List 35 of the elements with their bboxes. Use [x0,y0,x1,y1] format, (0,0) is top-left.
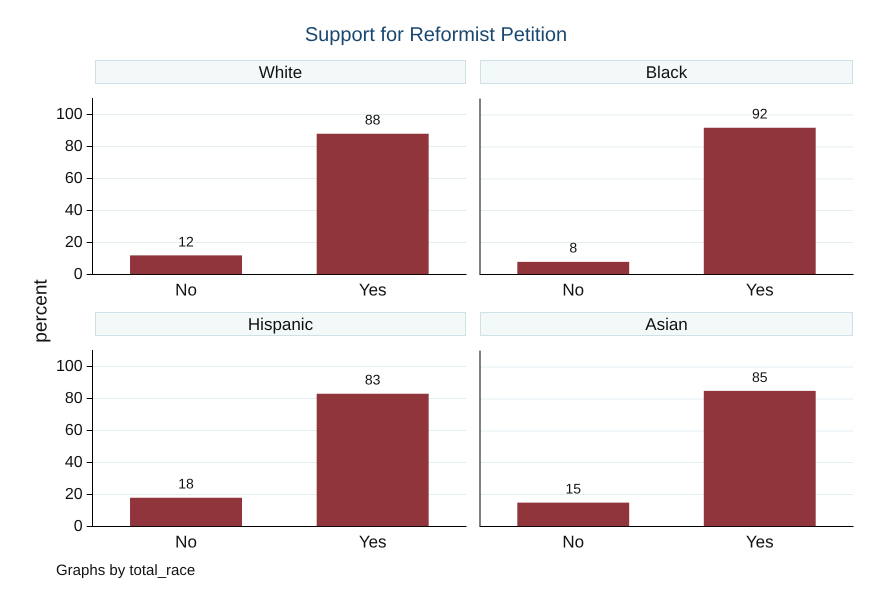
x-tick-label: No [175,280,197,300]
y-tick-label: 100 [56,106,83,124]
data-label: 15 [565,480,582,497]
x-tick-label: No [562,280,584,300]
data-label: 92 [752,106,768,122]
chart-title: White [95,60,466,84]
data-label: 8 [569,240,578,256]
y-tick-label: 0 [74,518,83,536]
y-tick-label: 20 [64,486,83,504]
y-tick-label: 40 [64,202,83,220]
data-label: 18 [178,476,194,492]
data-label: 12 [178,233,194,250]
chart-title: Hispanic [95,312,466,336]
data-label: 85 [752,368,768,385]
y-tick-label: 100 [56,358,83,376]
x-tick-label: Yes [746,280,774,300]
text: Support for Reformist Petition [304,24,568,47]
data-label: 88 [364,112,381,128]
y-tick-label: 60 [64,170,83,188]
y-tick-label: 80 [64,390,83,408]
x-tick-label: Yes [358,532,387,552]
y-tick-label: 80 [64,138,83,156]
x-tick-label: Yes [746,532,774,552]
y-tick-label: 60 [64,422,83,440]
chart-title: Black [480,60,853,84]
x-tick-label: No [562,532,584,552]
data-label: 83 [364,372,381,388]
y-tick-label: 40 [64,454,83,472]
y-tick-label: 0 [74,266,83,284]
text: Graphs by total_race [56,562,196,579]
x-tick-label: No [175,532,197,552]
x-tick-label: Yes [358,280,387,300]
y-tick-label: 20 [64,234,83,252]
chart-title: Asian [480,312,853,336]
y-axis-title: percent [30,279,53,343]
